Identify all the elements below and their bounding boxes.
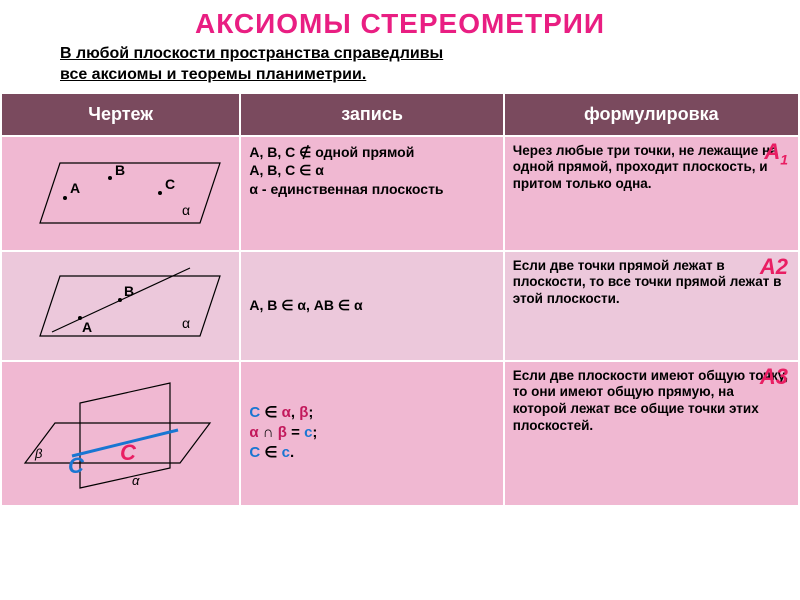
diagram-a3: C C β α (10, 368, 230, 498)
svg-text:A: A (70, 180, 80, 196)
formulation-text: Через любые три точки, не лежащие на одн… (513, 143, 790, 194)
axiom-tag: А2 (760, 254, 788, 280)
rec-line: α - единственная плоскость (249, 180, 494, 199)
rec-line: A, B, C ∉ одной прямой (249, 143, 494, 162)
svg-text:A: A (82, 319, 92, 335)
page-title: АКСИОМЫ СТЕРЕОМЕТРИИ (0, 0, 800, 44)
svg-text:C: C (165, 176, 175, 192)
record-cell: C ∈ α, β;α ∩ β = c;C ∈ c. (240, 361, 503, 506)
formulation-cell: А3 Если две плоскости имеют общую точку,… (504, 361, 799, 506)
svg-text:β: β (34, 446, 43, 461)
record-cell: A, B, C ∉ одной прямой A, B, C ∈ α α - е… (240, 136, 503, 251)
rec-line: A, B, C ∈ α (249, 161, 494, 180)
rec-line: A, B ∈ α, AB ∈ α (249, 296, 494, 315)
subtitle: В любой плоскости пространства справедли… (0, 44, 800, 92)
axiom-tag: А1 (764, 139, 788, 167)
th-formulation: формулировка (504, 93, 799, 136)
formulation-text: Если две точки прямой лежат в плоскости,… (513, 258, 790, 309)
formulation-cell: А1 Через любые три точки, не лежащие на … (504, 136, 799, 251)
svg-text:α: α (132, 473, 140, 488)
axiom-tag: А3 (760, 364, 788, 390)
subtitle-line2: все аксиомы и теоремы планиметрии. (60, 66, 366, 83)
axiom-row: C C β α C ∈ α, β;α ∩ β = c;C ∈ c. А3 Есл… (1, 361, 799, 506)
svg-text:B: B (124, 283, 134, 299)
formulation-text: Если две плоскости имеют общую точку, то… (513, 368, 790, 436)
svg-text:α: α (182, 315, 190, 331)
svg-text:C: C (68, 453, 85, 478)
diagram-cell: A B α (1, 251, 240, 361)
axiom-row: A B α A, B ∈ α, AB ∈ α А2 Если две точки… (1, 251, 799, 361)
svg-text:C: C (120, 440, 137, 465)
record-cell: A, B ∈ α, AB ∈ α (240, 251, 503, 361)
axiom-row: A B C α A, B, C ∉ одной прямой A, B, C ∈… (1, 136, 799, 251)
th-record: запись (240, 93, 503, 136)
th-drawing: Чертеж (1, 93, 240, 136)
svg-text:α: α (182, 202, 190, 218)
formulation-cell: А2 Если две точки прямой лежат в плоскос… (504, 251, 799, 361)
diagram-cell: C C β α (1, 361, 240, 506)
svg-text:B: B (115, 162, 125, 178)
rec-html: C ∈ α, β;α ∩ β = c;C ∈ c. (249, 403, 494, 464)
subtitle-line1: В любой плоскости пространства справедли… (60, 45, 443, 62)
diagram-a2: A B α (10, 258, 230, 353)
diagram-a1: A B C α (10, 143, 230, 243)
axioms-table: Чертеж запись формулировка A B C α A, B,… (0, 92, 800, 507)
diagram-cell: A B C α (1, 136, 240, 251)
